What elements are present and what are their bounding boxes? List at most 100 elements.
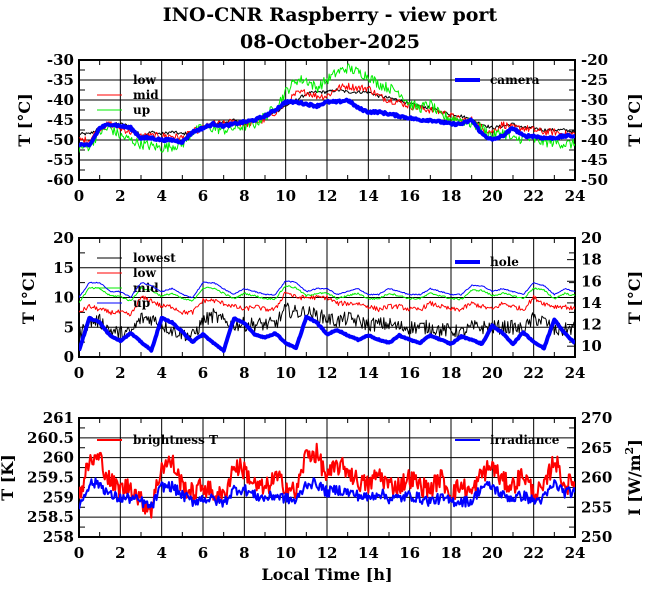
legend-label: camera (490, 73, 540, 87)
x-tick-label: 4 (156, 364, 166, 382)
legend-label: lowest (133, 251, 176, 265)
y-right-tick-label: 270 (581, 409, 612, 427)
y-tick-label: 20 (53, 229, 74, 247)
y-tick-label: 260.5 (27, 429, 74, 447)
legend-label: low (133, 266, 157, 280)
x-tick-label: 12 (317, 364, 338, 382)
y-axis-label: T [°C] (15, 93, 34, 146)
panel-1: 0 2 4 6 8 10 12 14 16 18 20 22 24-60-55-50-45-40-35-… (15, 51, 644, 205)
y-right-tick-label: -50 (581, 171, 608, 189)
x-tick-label: 22 (523, 364, 544, 382)
y-tick-label: 0 (64, 348, 74, 366)
y-tick-label: 261 (43, 409, 74, 427)
legend-label: hole (490, 255, 519, 269)
y-right-tick-label: -30 (581, 91, 608, 109)
x-tick-label: 18 (441, 187, 462, 205)
series-line-brightness-t (79, 442, 575, 519)
y-right-tick-label: 18 (581, 251, 602, 269)
x-tick-label: 10 (275, 364, 296, 382)
x-tick-label: 20 (482, 187, 503, 205)
y-tick-label: -55 (47, 151, 74, 169)
y-right-tick-label: -45 (581, 151, 608, 169)
y-tick-label: -50 (47, 131, 74, 149)
x-tick-label: 24 (565, 364, 586, 382)
x-tick-label: 18 (441, 544, 462, 562)
x-tick-label: 8 (239, 544, 249, 562)
y-axis-label: T [K] (0, 454, 17, 501)
legend-label: up (133, 296, 150, 310)
y-right-tick-label: 20 (581, 229, 602, 247)
x-tick-label: 24 (565, 544, 586, 562)
y-right-tick-label: 260 (581, 469, 612, 487)
x-tick-label: 0 (74, 544, 84, 562)
x-tick-label: 6 (198, 544, 208, 562)
x-tick-label: 18 (441, 364, 462, 382)
chart-subtitle: 08-October-2025 (240, 31, 420, 53)
x-tick-label: 4 (156, 544, 166, 562)
x-tick-label: 16 (399, 544, 420, 562)
y-right-label-sup: 2 (623, 447, 636, 455)
x-tick-label: 20 (482, 544, 503, 562)
x-tick-label: 8 (239, 187, 249, 205)
series-line-mid (79, 285, 575, 304)
y-right-axis-label: I [W/m2] (623, 439, 644, 516)
x-tick-label: 14 (358, 544, 379, 562)
plot-frame (78, 59, 576, 181)
y-right-tick-label: 16 (581, 272, 602, 290)
y-right-label-end: ] (625, 439, 644, 447)
series-line-camera (79, 97, 575, 148)
y-tick-label: 5 (64, 318, 74, 336)
x-axis-label: Local Time [h] (261, 565, 392, 584)
y-right-tick-label: 250 (581, 528, 612, 546)
plot-frame (78, 417, 576, 538)
y-tick-label: 10 (53, 289, 74, 307)
x-tick-label: 12 (317, 544, 338, 562)
x-tick-label: 22 (523, 187, 544, 205)
x-tick-label: 14 (358, 187, 379, 205)
y-tick-label: 15 (53, 259, 74, 277)
y-right-tick-label: -35 (581, 111, 608, 129)
y-right-tick-label: 10 (581, 337, 602, 355)
legend-label: mid (133, 88, 159, 102)
legend-label: low (133, 73, 157, 87)
y-tick-label: -60 (47, 171, 74, 189)
x-tick-label: 12 (317, 187, 338, 205)
y-right-label-main: I [W/m (625, 454, 644, 515)
x-tick-label: 6 (198, 364, 208, 382)
x-tick-label: 22 (523, 544, 544, 562)
y-tick-label: 258.5 (27, 508, 74, 526)
x-tick-label: 8 (239, 364, 249, 382)
series-line-hole (79, 314, 575, 353)
y-tick-label: 258 (43, 528, 74, 546)
y-right-tick-label: 14 (581, 294, 602, 312)
y-right-tick-label: 265 (581, 439, 612, 457)
x-tick-label: 14 (358, 364, 379, 382)
x-tick-label: 0 (74, 187, 84, 205)
x-tick-label: 6 (198, 187, 208, 205)
series-line-irradiance (79, 477, 575, 510)
x-tick-label: 4 (156, 187, 166, 205)
y-right-tick-label: -20 (581, 51, 608, 69)
x-tick-label: 10 (275, 187, 296, 205)
legend-label: irradiance (490, 433, 560, 447)
panel-3: 0 2 4 6 8 10 12 14 16 18 20 22 24258258.5259259.5260… (0, 409, 644, 584)
x-tick-label: 16 (399, 187, 420, 205)
y-right-tick-label: 12 (581, 316, 602, 334)
y-tick-label: 260 (43, 449, 74, 467)
y-tick-label: -30 (47, 51, 74, 69)
x-tick-label: 2 (115, 364, 125, 382)
y-tick-label: 259 (43, 488, 74, 506)
x-tick-label: 16 (399, 364, 420, 382)
y-right-axis-label: T [°C] (625, 271, 644, 324)
x-tick-label: 2 (115, 544, 125, 562)
y-axis-label: T [°C] (19, 271, 38, 324)
y-right-tick-label: -40 (581, 131, 608, 149)
panel-2: 0 2 4 6 8 10 12 14 16 18 20 22 240510152010121416182… (19, 229, 644, 382)
chart-title: INO-CNR Raspberry - view port (163, 4, 498, 26)
series-line-low (79, 291, 575, 317)
legend-label: brightness T (133, 433, 218, 447)
y-tick-label: -45 (47, 111, 74, 129)
y-tick-label: 259.5 (27, 469, 74, 487)
x-tick-label: 20 (482, 364, 503, 382)
